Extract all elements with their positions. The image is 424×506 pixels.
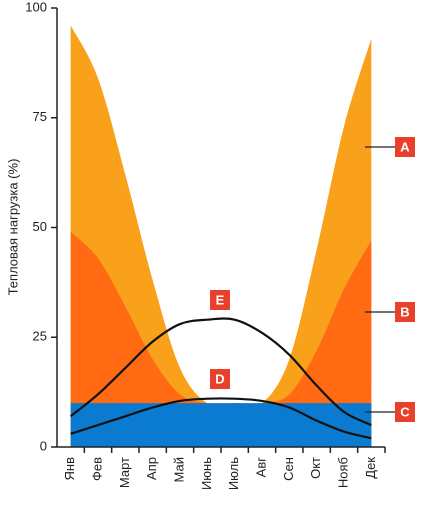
y-tick-label: 50: [33, 219, 47, 234]
series-tag: [210, 369, 230, 389]
series-tag: [395, 137, 415, 157]
y-tick-label: 0: [40, 438, 47, 453]
x-tick-label: Фев: [89, 457, 104, 481]
x-tick-label: Дек: [363, 457, 378, 479]
x-tick-label: Сен: [281, 457, 296, 481]
series-name: A: [400, 139, 410, 154]
series-name: D: [215, 371, 224, 386]
series-name: C: [400, 404, 410, 419]
area: [70, 403, 372, 447]
x-tick-label: Апр: [144, 457, 159, 480]
y-axis-label: Тепловая нагрузка (%): [5, 159, 20, 296]
series-tag: [395, 402, 415, 422]
x-tick-label: Май: [171, 457, 186, 482]
x-tick-label: Нояб: [335, 457, 350, 488]
y-tick-label: 75: [33, 109, 47, 124]
line: [69, 317, 372, 427]
x-tick-label: Июнь: [199, 457, 214, 490]
series-name: B: [400, 304, 409, 319]
series-tag: [395, 302, 415, 322]
line: [70, 397, 372, 440]
x-tick-label: Авг: [253, 457, 268, 478]
x-tick-label: Окт: [308, 457, 323, 479]
series-tag: [210, 290, 230, 310]
area: [70, 231, 372, 447]
series-name: E: [216, 292, 225, 307]
y-tick-label: 100: [25, 0, 47, 14]
x-tick-label: Март: [117, 457, 132, 488]
x-tick-label: Янв: [62, 457, 77, 481]
x-tick-label: Июль: [226, 457, 241, 490]
y-tick-label: 25: [33, 329, 47, 344]
area: [70, 25, 372, 448]
